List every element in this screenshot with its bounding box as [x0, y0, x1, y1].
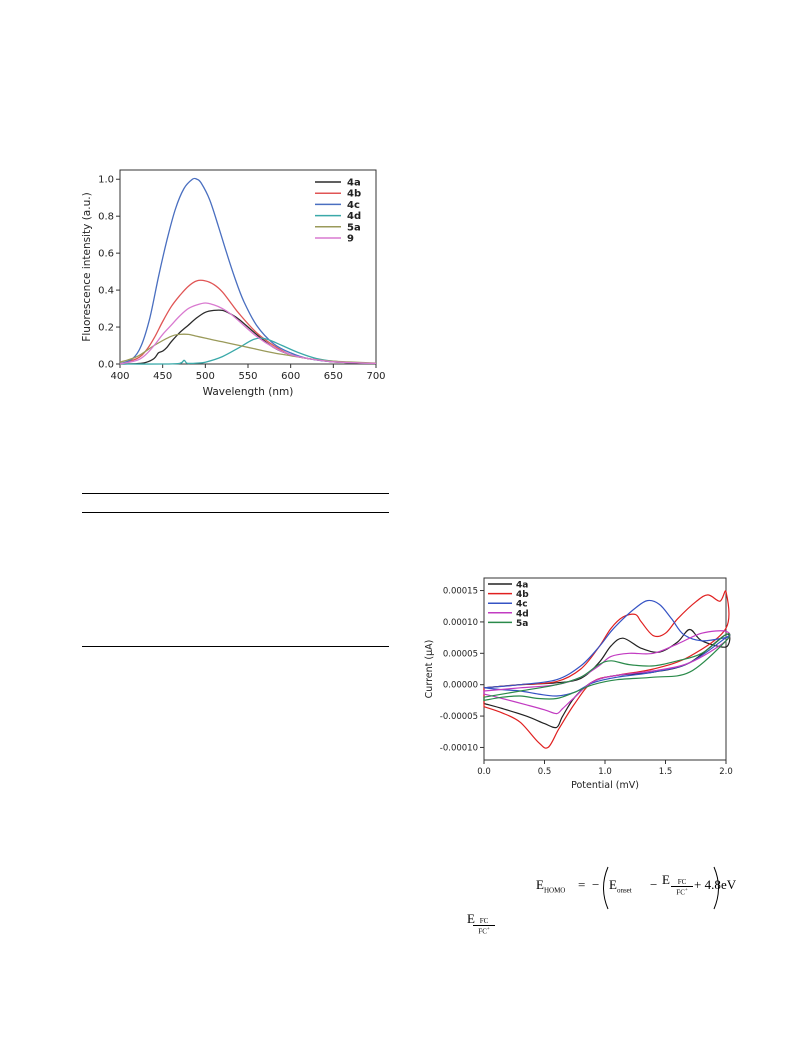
fl-x-axis-label: Wavelength (nm) [203, 386, 294, 398]
fl-y-tick-label: 0.0 [98, 360, 114, 371]
homo-equation: EHOMO = − Eonset − E FC FC+ + 4.8 eV [536, 866, 736, 910]
table-header-rule [82, 512, 389, 513]
cv-series-line-4d [483, 630, 731, 715]
eq-minus: − [592, 877, 600, 892]
cv-y-tick-label: 0.00005 [443, 649, 478, 659]
cv-series-line-4b [483, 590, 730, 749]
cv-y-tick-label: -0.00005 [440, 712, 478, 722]
cv-series-line-4a [483, 628, 731, 729]
cv-legend-label-4d: 4d [516, 609, 529, 619]
fl-legend-label-4d: 4d [347, 211, 361, 222]
table-top-rule [82, 493, 389, 494]
cv-series-line-5a [483, 633, 731, 702]
fluorescence-chart: 400 450 500 550 600 650 700 0.0 0.2 0.4 0.6 0.8 1.0 W… [81, 169, 386, 398]
fl-x-tick-label: 500 [196, 371, 215, 382]
fl-x-tick-label: 600 [281, 371, 300, 382]
cv-y-tick-label: -0.00010 [440, 743, 478, 753]
cv-legend-label-5a: 5a [516, 619, 528, 629]
eq-plus-value: + 4.8 [694, 877, 721, 892]
fluorescence-figure: 400 450 500 550 600 650 700 0.0 0.2 0.4 0.6 0.8 1.0 W… [78, 164, 390, 404]
fc-symbol: E FC FC+ [467, 911, 507, 937]
fl-x-tick-label: 450 [153, 371, 172, 382]
cv-y-tick-label: 0.00015 [443, 587, 478, 597]
cv-x-tick-label: 0.0 [477, 767, 491, 777]
eq-equals: = [578, 877, 586, 892]
cv-legend-label-4c: 4c [516, 600, 528, 610]
cv-legend-label-4b: 4b [516, 590, 529, 600]
table-bottom-rule [82, 646, 389, 647]
fl-x-tick-label: 400 [110, 371, 129, 382]
fl-y-axis-label: Fluorescence intensity (a.u.) [81, 192, 93, 341]
fl-y-tick-label: 0.6 [98, 249, 114, 260]
cv-x-tick-label: 2.0 [719, 767, 733, 777]
fl-plot-frame [119, 169, 377, 365]
cv-series-line-4c [483, 599, 731, 697]
fl-legend-label-4c: 4c [347, 200, 360, 211]
cv-y-tick-label: 0.00000 [443, 681, 478, 691]
cv-x-tick-label: 1.0 [598, 767, 612, 777]
fl-legend-label-4b: 4b [347, 189, 361, 200]
fl-y-tick-label: 0.8 [98, 212, 114, 223]
fl-series-line-4d [119, 337, 377, 365]
fl-y-tick-label: 0.2 [98, 323, 114, 334]
fl-x-tick-label: 650 [324, 371, 343, 382]
fl-series-line-9 [119, 302, 377, 365]
cv-figure: 0.0 0.5 1.0 1.5 2.0 -0.00010 -0.00005 0.00000 0.… [418, 572, 736, 794]
fl-series-line-4a [119, 309, 377, 365]
fl-series-line-4b [119, 279, 377, 365]
fl-legend-label-9: 9 [347, 234, 354, 245]
eq-lhs: EHOMO [536, 877, 566, 895]
fl-x-tick-label: 550 [238, 371, 257, 382]
cv-legend-label-4a: 4a [516, 581, 528, 591]
fl-legend-label-4a: 4a [347, 178, 361, 189]
eq-left-paren [603, 866, 609, 910]
fl-x-tick-label: 700 [366, 371, 385, 382]
fl-y-tick-label: 1.0 [98, 175, 114, 186]
eq-minus-2: − [650, 877, 658, 892]
eq-fc-e: E [662, 872, 670, 887]
fl-series-line-5a [119, 333, 377, 364]
eq-fc-frac: FC FC+ [671, 878, 693, 896]
cv-x-tick-label: 1.5 [659, 767, 673, 777]
fl-y-tick-label: 0.4 [98, 286, 114, 297]
cv-chart: 0.0 0.5 1.0 1.5 2.0 -0.00010 -0.00005 0.00000 0.… [424, 577, 733, 791]
cv-x-axis-label: Potential (mV) [571, 780, 639, 791]
cv-x-tick-label: 0.5 [538, 767, 552, 777]
eq-onset: Eonset [609, 877, 632, 895]
eq-right-paren [713, 866, 719, 910]
fl-legend-label-5a: 5a [347, 222, 361, 233]
cv-y-axis-label: Current (μA) [424, 640, 435, 699]
fl-series-line-4c [119, 177, 377, 365]
cv-y-tick-label: 0.00010 [443, 618, 478, 628]
eq-unit: eV [721, 877, 737, 892]
